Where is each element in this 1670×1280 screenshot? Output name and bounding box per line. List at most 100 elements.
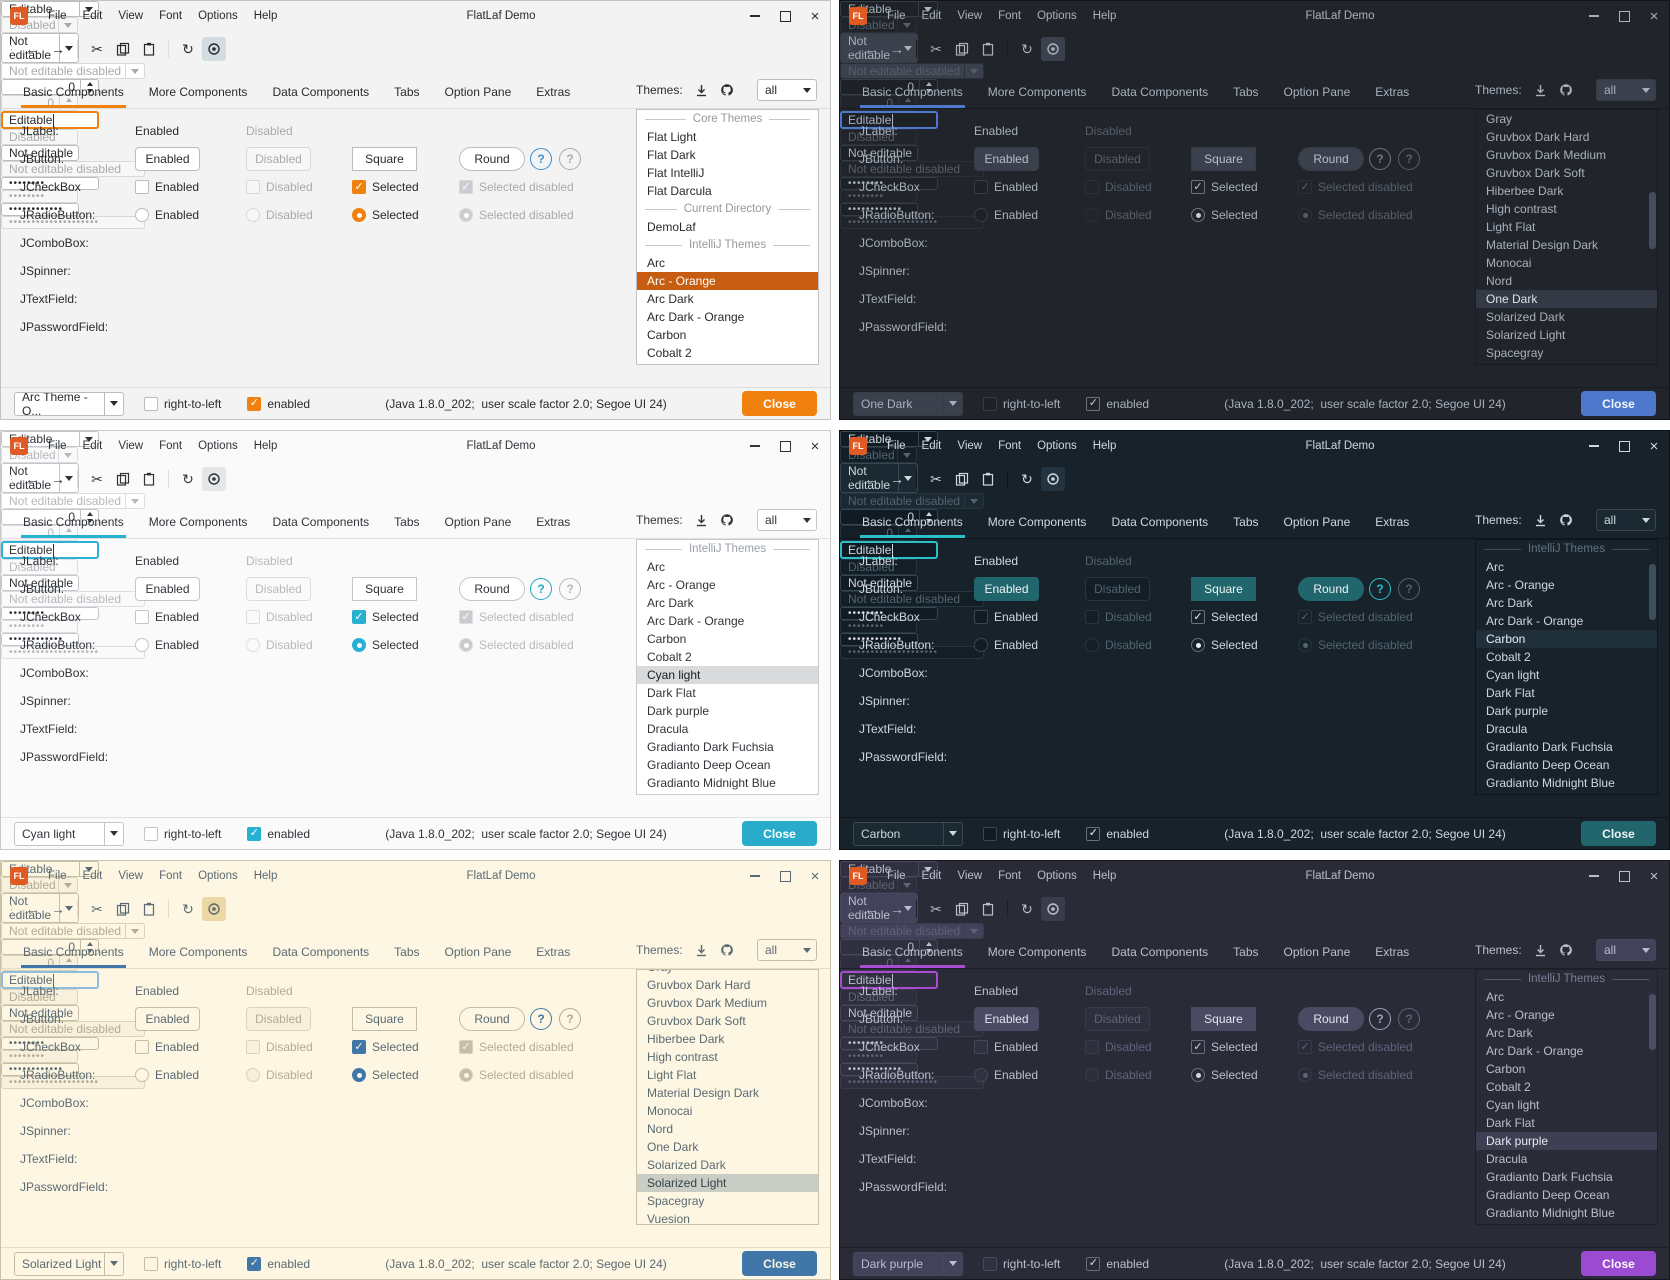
minimize-button[interactable] <box>740 1 770 31</box>
maximize-button[interactable] <box>770 1 800 31</box>
radio-enabled[interactable]: Enabled <box>974 633 1038 657</box>
paste-button[interactable] <box>976 37 1000 61</box>
theme-list-item[interactable]: Gradianto Dark Fuchsia <box>1486 1170 1613 1184</box>
menu-item-font[interactable]: Font <box>159 440 183 452</box>
tab-extras[interactable]: Extras <box>1375 515 1410 529</box>
theme-list-item[interactable]: Cobalt 2 <box>1486 650 1531 664</box>
passwordfield[interactable]: •••••••• <box>840 177 938 190</box>
radio-enabled[interactable]: Enabled <box>974 1063 1038 1087</box>
themes-filter-combobox[interactable]: all <box>757 509 817 531</box>
checkbox-enabled[interactable]: Enabled <box>135 175 199 199</box>
theme-list-item[interactable]: Carbon <box>647 328 687 342</box>
minimize-button[interactable] <box>1579 861 1609 891</box>
close-window-button[interactable]: × <box>1639 861 1669 891</box>
theme-list-item[interactable]: Arc Dark <box>1486 1026 1533 1040</box>
tab-option-pane[interactable]: Option Pane <box>444 515 512 529</box>
refresh-button[interactable]: ↻ <box>176 37 200 61</box>
passwordfield[interactable]: •••••••• <box>840 607 938 620</box>
help-button[interactable]: ? <box>1369 1008 1391 1030</box>
passwordfield[interactable]: •••••••• <box>1 607 99 620</box>
theme-list-item[interactable]: Arc - Orange <box>637 272 818 290</box>
passwordfield-not-editable[interactable]: •••••••••••• <box>840 203 918 216</box>
maximize-button[interactable] <box>1609 861 1639 891</box>
textfield-not-editable[interactable]: Not editable <box>1 145 79 161</box>
theme-list-item[interactable]: Dracula <box>647 722 689 736</box>
theme-list-item[interactable]: Gray <box>637 970 818 976</box>
square-button[interactable]: Square <box>352 147 417 171</box>
paste-button[interactable] <box>137 467 161 491</box>
round-button[interactable]: Round <box>1298 147 1364 171</box>
github-button[interactable] <box>1559 83 1573 97</box>
menu-item-view[interactable]: View <box>118 10 144 22</box>
close-button[interactable]: Close <box>1581 391 1656 416</box>
back-button[interactable]: ← <box>20 467 44 491</box>
radio-selected[interactable]: Selected <box>352 633 419 657</box>
github-button[interactable] <box>720 943 734 957</box>
menu-item-options[interactable]: Options <box>198 440 238 452</box>
enabled-button[interactable]: Enabled <box>135 147 200 171</box>
enabled-button[interactable]: Enabled <box>974 1007 1039 1031</box>
toolbar-grip[interactable]: ⋮ <box>845 43 856 56</box>
minimize-button[interactable] <box>1579 1 1609 31</box>
refresh-button[interactable]: ↻ <box>176 467 200 491</box>
menu-item-view[interactable]: View <box>957 870 983 882</box>
passwordfield-not-editable[interactable]: •••••••••••• <box>840 633 918 646</box>
theme-list-item[interactable]: Gradianto Dark Fuchsia <box>1486 740 1613 754</box>
theme-list-item[interactable]: Cyan light <box>1486 668 1540 682</box>
list-scrollbar-thumb[interactable] <box>1649 994 1656 1050</box>
theme-list-item[interactable]: Flat Darcula <box>647 184 712 198</box>
menu-item-options[interactable]: Options <box>1037 10 1077 22</box>
enabled-checkbox[interactable]: ✓ enabled <box>247 396 310 411</box>
radio-selected[interactable]: Selected <box>1191 633 1258 657</box>
theme-list-item[interactable]: Arc <box>647 560 665 574</box>
close-window-button[interactable]: × <box>800 431 830 461</box>
passwordfield-not-editable[interactable]: •••••••••••• <box>1 633 79 646</box>
theme-list-item[interactable]: Light Flat <box>1486 220 1536 234</box>
theme-list-item[interactable]: Gruvbox Dark Hard <box>647 978 751 992</box>
radio-enabled[interactable]: Enabled <box>135 633 199 657</box>
menu-item-options[interactable]: Options <box>198 870 238 882</box>
themes-filter-combobox[interactable]: all <box>1596 79 1656 101</box>
paste-button[interactable] <box>137 37 161 61</box>
tab-more-components[interactable]: More Components <box>148 515 248 529</box>
close-button[interactable]: Close <box>1581 1251 1656 1276</box>
theme-list-item[interactable]: Cyan light <box>637 362 818 364</box>
themes-filter-combobox[interactable]: all <box>1596 509 1656 531</box>
close-window-button[interactable]: × <box>800 861 830 891</box>
spinner[interactable]: 0 <box>840 509 938 525</box>
theme-list-item[interactable]: Arc - Orange <box>647 578 716 592</box>
theme-list-item[interactable]: Carbon <box>1486 1062 1526 1076</box>
textfield-not-editable[interactable]: Not editable <box>840 1005 918 1021</box>
themes-filter-combobox[interactable]: all <box>757 79 817 101</box>
theme-list-item[interactable]: Nord <box>647 1122 674 1136</box>
round-button[interactable]: Round <box>459 147 525 171</box>
theme-list-item[interactable]: Dracula <box>1486 1152 1528 1166</box>
theme-list-item[interactable]: DemoLaf <box>647 220 696 234</box>
combobox-not-editable[interactable]: Not editable <box>840 463 918 493</box>
inspector-toggle-button[interactable] <box>202 37 226 61</box>
textfield-not-editable[interactable]: Not editable <box>1 1005 79 1021</box>
passwordfield[interactable]: •••••••• <box>1 177 99 190</box>
theme-list-item[interactable]: Arc Dark <box>647 292 694 306</box>
theme-list-item[interactable]: Monocai <box>647 1104 693 1118</box>
menu-item-view[interactable]: View <box>957 440 983 452</box>
theme-list-item[interactable]: Monocai <box>1486 256 1532 270</box>
enabled-checkbox[interactable]: ✓ enabled <box>1086 1256 1149 1271</box>
round-button[interactable]: Round <box>459 577 525 601</box>
forward-button[interactable]: → <box>885 467 909 491</box>
menu-item-help[interactable]: Help <box>1092 440 1117 452</box>
checkbox-enabled[interactable]: Enabled <box>974 175 1038 199</box>
theme-list[interactable]: Gray Gruvbox Dark Hard Gruvbox Dark Medium… <box>1475 109 1658 365</box>
menu-item-help[interactable]: Help <box>253 10 278 22</box>
tab-more-components[interactable]: More Components <box>987 85 1087 99</box>
theme-list-item[interactable]: Gruvbox Dark Hard <box>1486 130 1590 144</box>
help-button[interactable]: ? <box>530 578 552 600</box>
textfield-editable[interactable]: Editable <box>840 111 938 129</box>
tab-basic-components[interactable]: Basic Components <box>21 945 126 968</box>
right-to-left-checkbox[interactable]: right-to-left <box>983 396 1060 411</box>
theme-list-item[interactable]: Arc - Orange <box>1486 1008 1555 1022</box>
refresh-button[interactable]: ↻ <box>176 897 200 921</box>
refresh-button[interactable]: ↻ <box>1015 37 1039 61</box>
round-button[interactable]: Round <box>459 1007 525 1031</box>
passwordfield-not-editable[interactable]: •••••••••••• <box>1 1063 79 1076</box>
